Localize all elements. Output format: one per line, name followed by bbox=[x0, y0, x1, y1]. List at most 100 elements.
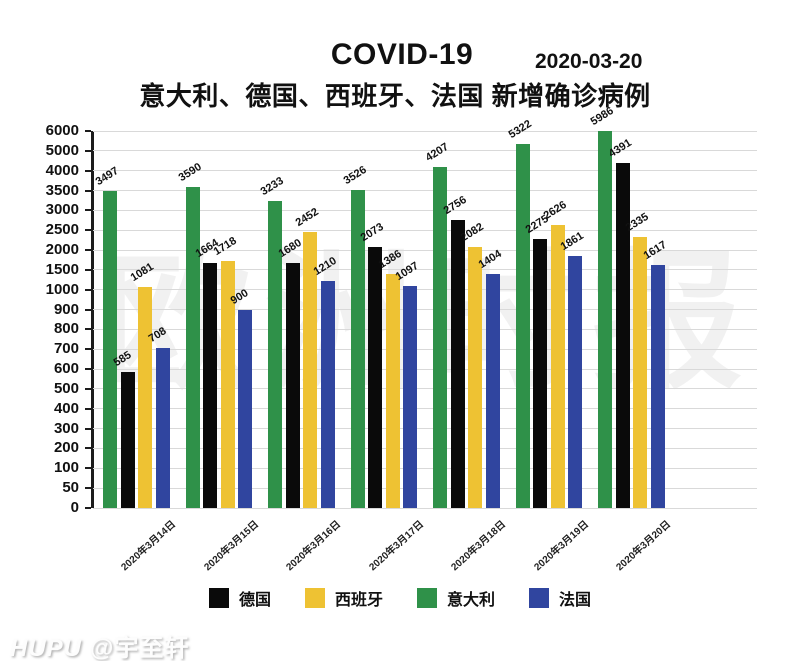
legend-label: 法国 bbox=[559, 592, 592, 609]
y-axis-tick bbox=[85, 487, 91, 490]
bar-value-label: 2626 bbox=[541, 199, 569, 223]
gridline bbox=[93, 388, 757, 390]
y-tick-label: 900 bbox=[53, 300, 79, 318]
y-axis-tick bbox=[85, 467, 91, 470]
gridline bbox=[93, 428, 757, 430]
gridline bbox=[93, 209, 757, 211]
gridline bbox=[93, 507, 757, 509]
bar-法国 bbox=[403, 285, 417, 508]
chart-title: COVID-19 bbox=[330, 38, 474, 71]
gridline bbox=[93, 447, 757, 449]
bar-value-label: 5322 bbox=[506, 118, 534, 142]
footer-watermark: HUPU @宇至轩 bbox=[10, 628, 189, 661]
bar-法国 bbox=[568, 255, 582, 508]
gridline bbox=[93, 309, 757, 311]
y-axis-tick bbox=[85, 169, 91, 172]
bar-西班牙 bbox=[468, 246, 482, 508]
y-axis-tick bbox=[85, 288, 91, 291]
bar-德国 bbox=[368, 247, 382, 508]
x-tick-label: 2020年3月17日 bbox=[366, 518, 426, 574]
y-axis-tick bbox=[85, 189, 91, 192]
y-tick-label: 500 bbox=[53, 379, 79, 397]
legend-label: 意大利 bbox=[447, 592, 496, 609]
legend-label: 德国 bbox=[238, 592, 271, 609]
y-axis-tick bbox=[85, 447, 91, 450]
plot-area: 欧洲时报 0 50 100 200 300 400 500 600 700 800 900 1000 1… bbox=[46, 105, 757, 573]
bar-德国 bbox=[450, 220, 465, 508]
y-tick-label: 1500 bbox=[45, 260, 79, 278]
gridline bbox=[93, 190, 757, 192]
bar-德国 bbox=[615, 162, 630, 508]
y-tick-label: 5000 bbox=[45, 141, 79, 159]
bar-德国 bbox=[120, 372, 135, 508]
y-axis-tick bbox=[85, 328, 91, 331]
y-axis-tick bbox=[85, 348, 91, 351]
bar-德国 bbox=[285, 262, 300, 508]
bar-西班牙 bbox=[220, 261, 235, 508]
y-axis-tick bbox=[85, 130, 91, 132]
legend: 德国 西班牙 意大利 法国 bbox=[0, 586, 800, 610]
bar-group: 4207 2756 2082 1404 bbox=[424, 131, 503, 508]
legend-swatch bbox=[529, 588, 550, 608]
gridline bbox=[93, 289, 757, 291]
y-axis-line bbox=[91, 131, 94, 508]
y-axis-tick bbox=[85, 368, 91, 371]
gridline bbox=[93, 170, 757, 172]
bar-group: 5322 2275 2626 1861 bbox=[506, 118, 586, 508]
footer-brand: HUPU bbox=[10, 635, 83, 661]
bar-西班牙 bbox=[633, 236, 647, 508]
bar-法国 bbox=[650, 265, 665, 508]
bar-group: 3497 585 1081 708 bbox=[94, 131, 170, 508]
y-tick-label: 400 bbox=[53, 399, 79, 417]
bar-group: 3590 1664 1718 900 bbox=[176, 131, 253, 508]
bar-西班牙 bbox=[138, 286, 152, 508]
bar-意大利 bbox=[103, 190, 117, 508]
y-axis-tick bbox=[85, 209, 91, 212]
y-tick-label: 3500 bbox=[45, 181, 79, 199]
y-axis-tick bbox=[85, 387, 91, 390]
bar-value-label: 1097 bbox=[393, 259, 421, 283]
y-tick-label: 2500 bbox=[45, 221, 79, 239]
y-tick-label: 6000 bbox=[45, 122, 79, 139]
y-axis-tick bbox=[85, 229, 91, 232]
bar-value-label: 3590 bbox=[176, 160, 204, 184]
gridline bbox=[93, 328, 757, 330]
y-axis-tick bbox=[85, 507, 91, 509]
gridline bbox=[93, 467, 757, 469]
bar-德国 bbox=[533, 239, 547, 508]
y-axis-tick bbox=[85, 149, 91, 152]
bar-value-label: 4207 bbox=[423, 140, 451, 164]
y-tick-label: 4000 bbox=[45, 161, 79, 179]
gridline bbox=[93, 130, 757, 132]
footer-handle: @宇至轩 bbox=[90, 635, 190, 661]
y-tick-label: 700 bbox=[53, 340, 79, 358]
bar-法国 bbox=[238, 309, 252, 508]
bar-group: 3526 2073 1386 1097 bbox=[341, 131, 421, 508]
y-tick-label: 0 bbox=[70, 499, 79, 516]
y-tick-label: 2000 bbox=[45, 241, 79, 259]
gridline bbox=[93, 348, 757, 350]
bar-意大利 bbox=[433, 166, 447, 508]
y-axis-tick bbox=[85, 427, 91, 430]
y-axis-tick bbox=[85, 249, 91, 252]
y-tick-label: 800 bbox=[53, 320, 79, 338]
gridline bbox=[93, 249, 757, 251]
gridline bbox=[93, 408, 757, 410]
bar-德国 bbox=[203, 263, 217, 508]
bar-value-label: 3526 bbox=[341, 163, 369, 187]
gridline bbox=[93, 487, 757, 489]
bar-法国 bbox=[485, 273, 500, 508]
gridline bbox=[93, 269, 757, 271]
gridline bbox=[93, 150, 757, 152]
y-tick-label: 200 bbox=[53, 439, 79, 457]
bar-意大利 bbox=[268, 201, 282, 508]
bar-group: 5986 4391 2335 1617 bbox=[589, 105, 668, 508]
bar-法国 bbox=[155, 347, 170, 508]
y-axis-tick bbox=[85, 407, 91, 410]
chart-subtitle: 意大利、德国、西班牙、法国 新增确诊病例 bbox=[139, 81, 651, 111]
bar-value-label: 3233 bbox=[258, 174, 286, 199]
y-tick-label: 3000 bbox=[45, 201, 79, 219]
bar-西班牙 bbox=[303, 232, 317, 508]
gridline bbox=[93, 368, 757, 370]
legend-label: 西班牙 bbox=[334, 592, 383, 609]
